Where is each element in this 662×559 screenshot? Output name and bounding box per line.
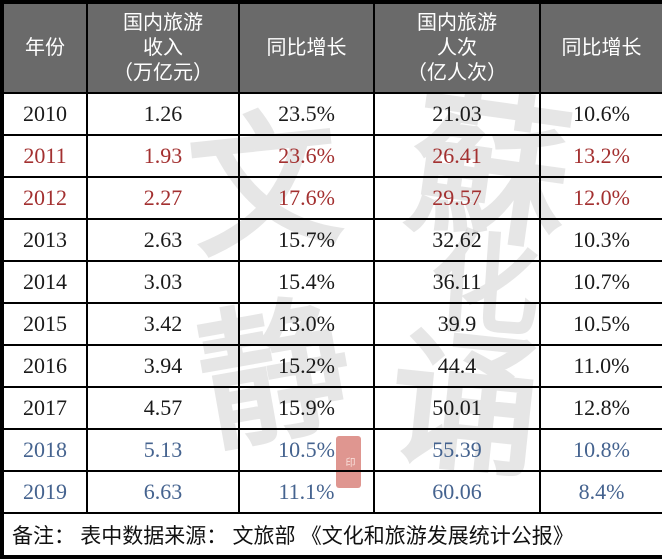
trips-cell: 21.03 [373, 92, 541, 136]
table-row: 2010 1.26 23.5% 21.03 10.6% [1, 92, 662, 136]
revenue-cell: 3.94 [86, 344, 240, 388]
trips-growth-cell: 12.0% [539, 176, 662, 220]
table-row: 2015 3.42 13.0% 39.9 10.5% [1, 302, 662, 346]
trips-growth-cell: 13.2% [539, 134, 662, 178]
year-cell: 2019 [1, 470, 88, 514]
revenue-growth-cell: 17.6% [238, 176, 375, 220]
year-cell: 2018 [1, 428, 88, 472]
year-cell: 2015 [1, 302, 88, 346]
trips-cell: 36.11 [373, 260, 541, 304]
table-footer: 备注： 表中数据来源： 文旅部 《文化和旅游发展统计公报》 [1, 512, 662, 558]
trips-cell: 55.39 [373, 428, 541, 472]
revenue-growth-cell: 10.5% [238, 428, 375, 472]
table-header: 年份 国内旅游 收入 （万亿元） 同比增长 国内旅游 人次 （亿人次） 同比增长 [1, 1, 662, 94]
header-revenue: 国内旅游 收入 （万亿元） [86, 1, 240, 94]
revenue-cell: 6.63 [86, 470, 240, 514]
header-trips-growth: 同比增长 [539, 1, 662, 94]
year-cell: 2011 [1, 134, 88, 178]
trips-cell: 39.9 [373, 302, 541, 346]
header-trips: 国内旅游 人次 （亿人次） [373, 1, 541, 94]
header-revenue-growth: 同比增长 [238, 1, 375, 94]
trips-growth-cell: 8.4% [539, 470, 662, 514]
revenue-growth-cell: 23.6% [238, 134, 375, 178]
table-row: 2012 2.27 17.6% 29.57 12.0% [1, 176, 662, 220]
trips-growth-cell: 10.5% [539, 302, 662, 346]
trips-cell: 44.4 [373, 344, 541, 388]
revenue-growth-cell: 13.0% [238, 302, 375, 346]
table-row: 2019 6.63 11.1% 60.06 8.4% [1, 470, 662, 514]
trips-growth-cell: 10.7% [539, 260, 662, 304]
trips-growth-cell: 10.3% [539, 218, 662, 262]
revenue-growth-cell: 15.4% [238, 260, 375, 304]
trips-cell: 32.62 [373, 218, 541, 262]
trips-growth-cell: 10.8% [539, 428, 662, 472]
revenue-cell: 2.27 [86, 176, 240, 220]
revenue-growth-cell: 15.2% [238, 344, 375, 388]
year-cell: 2014 [1, 260, 88, 304]
table-row: 2011 1.93 23.6% 26.41 13.2% [1, 134, 662, 178]
year-cell: 2012 [1, 176, 88, 220]
trips-cell: 29.57 [373, 176, 541, 220]
revenue-cell: 1.93 [86, 134, 240, 178]
revenue-cell: 5.13 [86, 428, 240, 472]
trips-cell: 60.06 [373, 470, 541, 514]
header-year: 年份 [1, 1, 88, 94]
year-cell: 2017 [1, 386, 88, 430]
table-row: 2017 4.57 15.9% 50.01 12.8% [1, 386, 662, 430]
table-row: 2016 3.94 15.2% 44.4 11.0% [1, 344, 662, 388]
table-row: 2018 5.13 10.5% 55.39 10.8% [1, 428, 662, 472]
table-row: 2014 3.03 15.4% 36.11 10.7% [1, 260, 662, 304]
year-cell: 2013 [1, 218, 88, 262]
revenue-growth-cell: 11.1% [238, 470, 375, 514]
revenue-growth-cell: 15.9% [238, 386, 375, 430]
trips-growth-cell: 11.0% [539, 344, 662, 388]
table-row: 2013 2.63 15.7% 32.62 10.3% [1, 218, 662, 262]
year-cell: 2010 [1, 92, 88, 136]
trips-cell: 50.01 [373, 386, 541, 430]
header-row: 年份 国内旅游 收入 （万亿元） 同比增长 国内旅游 人次 （亿人次） 同比增长 [1, 1, 662, 94]
revenue-cell: 3.03 [86, 260, 240, 304]
table-body: 2010 1.26 23.5% 21.03 10.6% 2011 1.93 23.6% 26.4… [1, 92, 662, 514]
year-cell: 2016 [1, 344, 88, 388]
revenue-growth-cell: 23.5% [238, 92, 375, 136]
trips-cell: 26.41 [373, 134, 541, 178]
revenue-cell: 2.63 [86, 218, 240, 262]
footer-note: 备注： 表中数据来源： 文旅部 《文化和旅游发展统计公报》 [1, 512, 662, 558]
revenue-growth-cell: 15.7% [238, 218, 375, 262]
revenue-cell: 1.26 [86, 92, 240, 136]
trips-growth-cell: 10.6% [539, 92, 662, 136]
footer-row: 备注： 表中数据来源： 文旅部 《文化和旅游发展统计公报》 [1, 512, 662, 558]
revenue-cell: 3.42 [86, 302, 240, 346]
trips-growth-cell: 12.8% [539, 386, 662, 430]
revenue-cell: 4.57 [86, 386, 240, 430]
